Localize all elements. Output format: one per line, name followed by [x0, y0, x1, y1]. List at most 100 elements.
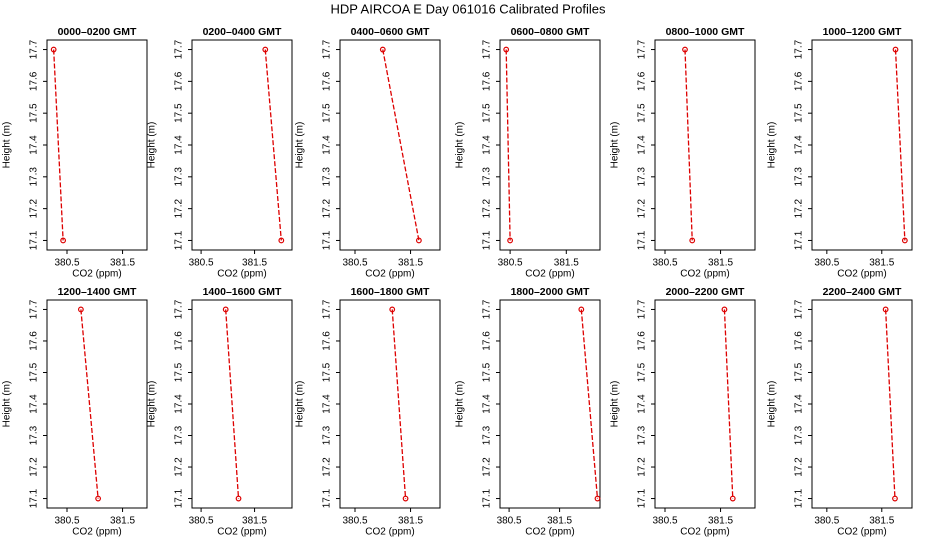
y-tick-label: 17.3	[637, 425, 648, 445]
profile-point	[415, 237, 422, 244]
y-tick-label: 17.2	[482, 457, 493, 477]
x-tick-label: 380.5	[814, 258, 839, 269]
profile-line	[80, 309, 99, 499]
profile-point	[389, 306, 396, 313]
profile-point	[235, 495, 242, 502]
profile-point	[578, 306, 585, 313]
profile-point	[901, 237, 908, 244]
y-tick-label: 17.1	[174, 488, 185, 508]
x-axis-label: CO2 (ppm)	[680, 527, 729, 538]
y-tick-label: 17.2	[322, 457, 333, 477]
profile-point	[503, 46, 510, 53]
y-tick-label: 17.6	[794, 71, 805, 91]
y-tick-label: 17.7	[174, 299, 185, 319]
y-tick-label: 17.1	[174, 230, 185, 250]
y-tick-label: 17.7	[29, 39, 40, 59]
profile-line	[723, 309, 734, 499]
profile-point	[60, 237, 67, 244]
y-tick-label: 17.3	[29, 425, 40, 445]
profile-line	[391, 309, 407, 499]
y-tick-label: 17.4	[322, 394, 333, 414]
profile-line	[53, 49, 64, 241]
profile-line	[884, 309, 896, 499]
y-tick-label: 17.2	[482, 198, 493, 218]
x-axis-label: CO2 (ppm)	[365, 527, 414, 538]
x-axis-label: CO2 (ppm)	[217, 527, 266, 538]
y-tick-label: 17.2	[174, 198, 185, 218]
y-tick-label: 17.6	[322, 331, 333, 351]
y-tick-label: 17.6	[29, 331, 40, 351]
y-tick-label: 17.7	[794, 39, 805, 59]
profile-point	[721, 306, 728, 313]
x-axis-label: CO2 (ppm)	[365, 269, 414, 280]
profile-line	[382, 49, 420, 241]
profile-line	[580, 309, 599, 499]
y-tick-label: 17.6	[482, 71, 493, 91]
y-tick-label: 17.4	[29, 394, 40, 414]
y-tick-label: 17.4	[637, 135, 648, 155]
profile-point	[892, 46, 899, 53]
y-axis-label: Height (m)	[610, 381, 621, 428]
profile-point	[594, 495, 601, 502]
x-tick-label: 381.5	[547, 516, 572, 527]
y-tick-label: 17.5	[482, 362, 493, 382]
y-tick-label: 17.1	[637, 230, 648, 250]
y-axis-label: Height (m)	[767, 122, 778, 169]
page-title: HDP AIRCOA E Day 061016 Calibrated Profi…	[330, 1, 606, 16]
y-tick-label: 17.3	[322, 167, 333, 187]
profile-point	[402, 495, 409, 502]
y-tick-label: 17.7	[482, 39, 493, 59]
y-tick-label: 17.5	[29, 362, 40, 382]
y-tick-label: 17.4	[29, 135, 40, 155]
y-tick-label: 17.4	[482, 394, 493, 414]
y-tick-label: 17.5	[322, 103, 333, 123]
y-axis-label: Height (m)	[147, 381, 158, 428]
profile-point	[507, 237, 514, 244]
x-tick-label: 381.5	[110, 258, 135, 269]
y-tick-label: 17.1	[482, 230, 493, 250]
x-tick-label: 381.5	[708, 516, 733, 527]
y-tick-label: 17.7	[174, 39, 185, 59]
y-tick-label: 17.7	[637, 39, 648, 59]
y-tick-label: 17.7	[637, 299, 648, 319]
profile-line	[894, 49, 906, 241]
y-tick-label: 17.6	[174, 71, 185, 91]
y-tick-label: 17.1	[322, 488, 333, 508]
y-tick-label: 17.5	[174, 103, 185, 123]
x-tick-label: 380.5	[652, 258, 677, 269]
panel-title: 0800–1000 GMT	[666, 26, 745, 38]
y-tick-label: 17.2	[794, 457, 805, 477]
y-axis-label: Height (m)	[455, 122, 466, 169]
y-axis-label: Height (m)	[147, 122, 158, 169]
profile-point	[892, 495, 898, 502]
profile-point	[262, 46, 269, 53]
y-tick-label: 17.7	[322, 299, 333, 319]
y-tick-label: 17.4	[322, 135, 333, 155]
y-tick-label: 17.5	[29, 103, 40, 123]
panel-title: 0400–0600 GMT	[351, 26, 430, 38]
x-axis-label: CO2 (ppm)	[525, 527, 574, 538]
profile-line	[264, 49, 282, 241]
x-tick-label: 381.5	[398, 516, 423, 527]
panel-title: 0600–0800 GMT	[511, 26, 590, 38]
y-tick-label: 17.4	[794, 394, 805, 414]
y-tick-label: 17.5	[794, 103, 805, 123]
y-tick-label: 17.6	[794, 331, 805, 351]
profile-point	[77, 306, 84, 313]
y-axis-label: Height (m)	[295, 122, 306, 169]
y-tick-label: 17.6	[482, 331, 493, 351]
x-tick-label: 380.5	[189, 516, 214, 527]
profile-point	[729, 495, 736, 502]
x-tick-label: 380.5	[652, 516, 677, 527]
x-axis-label: CO2 (ppm)	[525, 269, 574, 280]
y-tick-label: 17.5	[637, 362, 648, 382]
y-tick-label: 17.4	[174, 394, 185, 414]
x-axis-label: CO2 (ppm)	[837, 527, 886, 538]
y-tick-label: 17.2	[29, 198, 40, 218]
y-tick-label: 17.2	[29, 457, 40, 477]
panel-title: 2000–2200 GMT	[666, 286, 745, 298]
y-tick-label: 17.6	[29, 71, 40, 91]
y-tick-label: 17.4	[794, 135, 805, 155]
